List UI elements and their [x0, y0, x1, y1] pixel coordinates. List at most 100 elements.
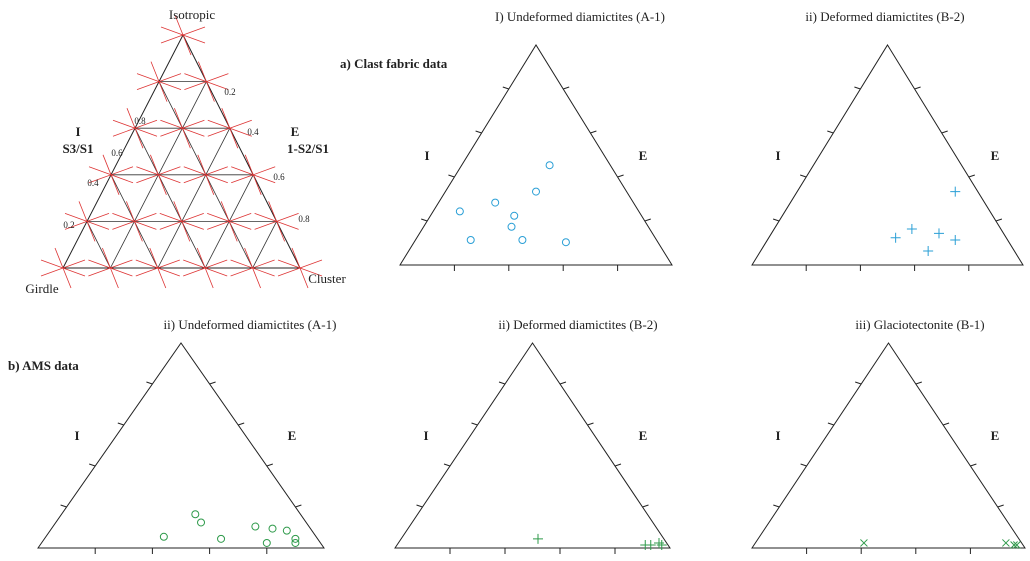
side-tick [209, 381, 216, 385]
side-tick [590, 130, 597, 134]
point [159, 532, 168, 541]
key-tick-label: 0.4 [87, 178, 99, 188]
panel-title: iii) Glaciotectonite (B-1) [855, 317, 984, 332]
triangle [751, 342, 1026, 549]
side-tick [614, 463, 622, 467]
key-triangle [62, 33, 301, 269]
side-tick [448, 174, 455, 178]
point [262, 538, 271, 547]
point [933, 228, 944, 239]
side-tick [416, 504, 423, 508]
key-tick-label: 0.2 [63, 220, 74, 230]
key-grid [86, 221, 111, 269]
side-tick [968, 174, 975, 178]
key-label: Girdle [25, 281, 58, 296]
key-cross [183, 259, 228, 277]
axis-label: I [74, 428, 79, 443]
key-grid [252, 221, 277, 269]
side-tick [997, 504, 1004, 508]
side-tick [60, 504, 67, 508]
key-grid [157, 128, 231, 269]
axis-label: I [423, 428, 428, 443]
key-label: S3/S1 [62, 141, 93, 156]
side-tick [644, 218, 651, 222]
point [507, 222, 516, 231]
key-cross [136, 73, 182, 90]
point [466, 236, 475, 244]
point [1002, 539, 1010, 547]
point [251, 522, 260, 531]
key-tick-label: 0.8 [134, 116, 146, 126]
key-cross [230, 259, 275, 277]
key-cross [88, 166, 134, 184]
key-cross [184, 73, 229, 90]
point [455, 207, 464, 216]
point [923, 246, 934, 256]
point [950, 186, 961, 197]
point [533, 533, 543, 544]
axis-label: E [991, 428, 1000, 443]
point [1010, 541, 1018, 549]
key-label: Isotropic [169, 7, 215, 22]
axis-label: E [639, 428, 648, 443]
panel-title: I) Undeformed diamictites (A-1) [495, 9, 665, 24]
key-tick-label: 0.2 [224, 87, 235, 97]
side-tick [827, 130, 834, 134]
side-tick [471, 422, 478, 426]
side-tick [941, 130, 948, 134]
point [656, 540, 667, 550]
panel-title: ii) Deformed diamictites (B-2) [805, 9, 964, 24]
key-cross [277, 259, 323, 277]
key-cross [160, 119, 205, 137]
key-cross [183, 166, 228, 184]
key-cross [135, 259, 180, 277]
key-tick-label: 0.6 [273, 172, 285, 182]
point [654, 537, 664, 548]
point [191, 510, 200, 519]
axis-label: E [991, 148, 1000, 163]
key-tick-label: 0.8 [298, 214, 310, 224]
point [645, 540, 656, 550]
panel-title: ii) Deformed diamictites (B-2) [498, 317, 657, 332]
key-cross [207, 119, 252, 137]
key-tick-label: 0.6 [111, 148, 123, 158]
point [860, 539, 868, 547]
key-label: Cluster [308, 271, 346, 286]
axis-label: E [288, 428, 297, 443]
side-tick [89, 463, 96, 467]
key-cross [112, 119, 158, 137]
point [950, 235, 961, 245]
key-label: E [291, 124, 300, 139]
side-tick [970, 463, 977, 467]
point [906, 224, 917, 234]
triangle [399, 44, 673, 266]
side-tick [146, 381, 153, 385]
side-tick [800, 174, 807, 178]
key-cross [231, 166, 276, 184]
axis-label: I [424, 148, 429, 163]
point [518, 236, 527, 244]
side-tick [915, 381, 922, 385]
side-tick [854, 86, 861, 90]
side-tick [475, 130, 482, 134]
side-tick [443, 463, 451, 467]
side-tick [617, 174, 624, 178]
key-cross [160, 26, 206, 44]
key-cross [254, 213, 299, 230]
side-tick [800, 463, 807, 467]
key-label: I [75, 124, 80, 139]
point [510, 211, 519, 220]
key-cross [207, 213, 252, 230]
key-cross [64, 213, 110, 230]
side-tick [995, 218, 1003, 222]
key-cross [112, 213, 157, 230]
side-tick [498, 381, 506, 385]
triangle [751, 44, 1024, 266]
panel-title: ii) Undeformed diamictites (A-1) [164, 317, 337, 332]
axis-label: I [775, 428, 780, 443]
point [545, 161, 554, 170]
point [291, 534, 300, 543]
triangle [37, 342, 325, 549]
side-tick [502, 86, 509, 90]
